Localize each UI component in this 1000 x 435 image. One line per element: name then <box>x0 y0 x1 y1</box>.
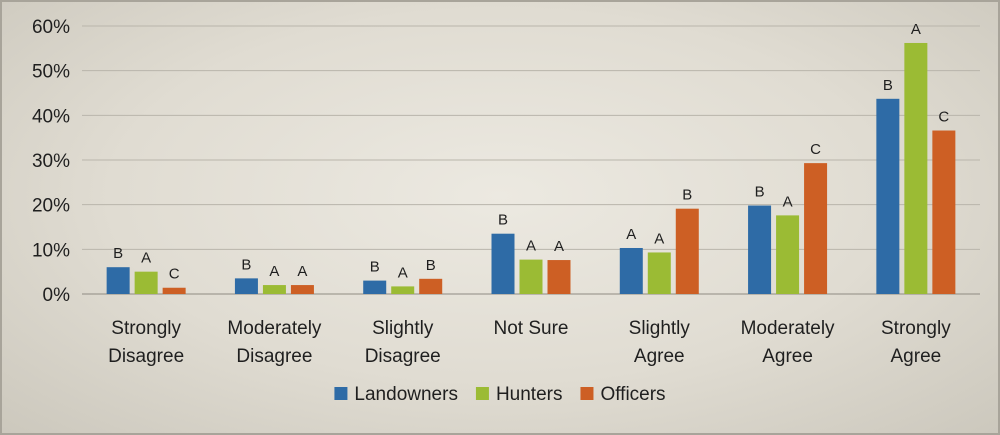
data-label: A <box>554 238 564 255</box>
data-label: A <box>526 238 536 255</box>
bar <box>547 260 571 294</box>
data-label: A <box>654 230 664 247</box>
data-label: A <box>269 263 279 280</box>
y-tick-label: 30% <box>32 151 70 172</box>
data-label: B <box>755 184 765 201</box>
bar <box>106 267 130 294</box>
bar <box>491 233 515 294</box>
x-category-label: Agree <box>634 346 685 367</box>
y-tick-label: 60% <box>32 17 70 38</box>
bar <box>804 163 828 294</box>
bar <box>234 278 258 294</box>
bar <box>519 259 543 294</box>
data-label: B <box>682 187 692 204</box>
data-label: B <box>241 256 251 273</box>
legend-swatch <box>475 387 489 400</box>
data-label: B <box>370 259 380 276</box>
x-category-label: Moderately <box>227 318 321 339</box>
y-tick-label: 10% <box>32 240 70 261</box>
data-label: B <box>498 212 508 229</box>
y-tick-label: 50% <box>32 62 70 83</box>
x-category-label: Disagree <box>365 346 441 367</box>
y-tick-label: 20% <box>32 196 70 217</box>
data-label: A <box>297 263 307 280</box>
x-category-label: Disagree <box>236 346 312 367</box>
y-tick-label: 0% <box>43 285 71 306</box>
data-label: B <box>426 257 436 274</box>
bar <box>776 215 800 294</box>
bar <box>262 285 286 294</box>
x-category-label: Slightly <box>372 318 434 339</box>
bar <box>876 98 900 294</box>
data-label: B <box>113 245 123 262</box>
x-category-label: Moderately <box>741 318 835 339</box>
data-label: B <box>883 77 893 94</box>
bar <box>675 208 699 294</box>
x-category-label: Strongly <box>111 318 181 339</box>
data-label: A <box>783 193 793 210</box>
data-label: C <box>169 266 180 283</box>
bar <box>932 130 956 294</box>
x-category-label: Agree <box>891 346 942 367</box>
bar <box>363 280 387 294</box>
data-label: A <box>626 226 636 243</box>
x-category-label: Agree <box>762 346 813 367</box>
bar <box>391 286 415 294</box>
x-category-label: Slightly <box>629 318 691 339</box>
x-category-label: Not Sure <box>494 318 569 339</box>
bar <box>162 287 186 294</box>
data-label: A <box>141 250 151 267</box>
bar <box>134 271 158 294</box>
legend-swatch <box>334 387 348 400</box>
x-category-label: Disagree <box>108 346 184 367</box>
bar <box>904 42 928 295</box>
legend-label: Officers <box>600 384 665 405</box>
bar <box>619 247 643 294</box>
data-label: C <box>810 141 821 158</box>
bar <box>419 278 443 294</box>
legend-label: Hunters <box>496 384 563 405</box>
data-label: A <box>911 21 921 38</box>
y-tick-label: 40% <box>32 106 70 127</box>
bar <box>290 285 314 294</box>
x-category-label: Strongly <box>881 318 951 339</box>
bar <box>748 205 772 294</box>
bar <box>647 252 671 294</box>
legend-label: Landowners <box>354 384 458 405</box>
data-label: A <box>398 264 408 281</box>
data-label: C <box>938 109 949 126</box>
legend-swatch <box>580 387 594 400</box>
